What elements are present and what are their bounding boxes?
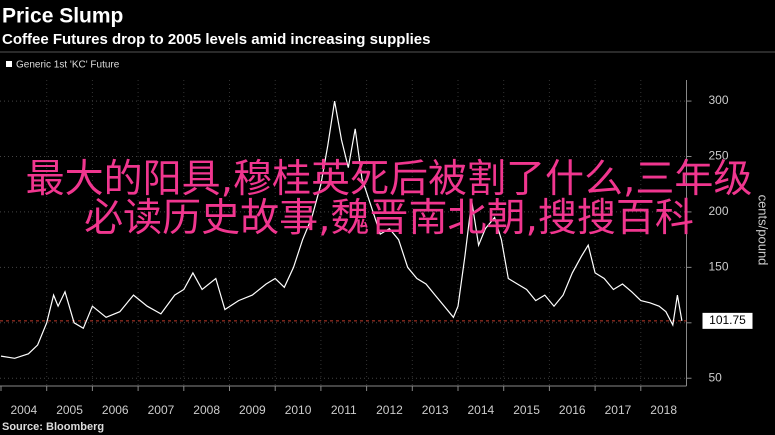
x-tick-label: 2015 <box>513 403 540 417</box>
x-tick-label: 2010 <box>285 403 312 417</box>
x-tick-label: 2017 <box>605 403 632 417</box>
legend-label: Generic 1st 'KC' Future <box>16 60 120 71</box>
source: Source: Bloomberg <box>2 421 104 433</box>
last-value-label: 101.75 <box>709 313 746 327</box>
x-tick-label: 2011 <box>331 403 357 417</box>
price-line <box>0 100 683 359</box>
x-tick-label: 2006 <box>102 403 129 417</box>
overlay-text: 最大的阳具,穆桂英死后被割了什么,三年级必读历史故事,魏晋南北朝,搜搜百科 <box>25 157 753 241</box>
x-tick-label: 2018 <box>650 403 677 417</box>
y-tick-label: 200 <box>709 204 729 218</box>
x-tick-label: 2007 <box>148 403 175 417</box>
chart-subtitle: Coffee Futures drop to 2005 levels amid … <box>2 31 430 48</box>
x-tick-label: 2008 <box>193 403 220 417</box>
chart-title: Price Slump <box>2 5 123 28</box>
x-tick-label: 2009 <box>239 403 266 417</box>
x-tick-label: 2004 <box>10 403 37 417</box>
y-tick-label: 50 <box>709 370 723 384</box>
legend-swatch <box>6 61 12 67</box>
y-tick-label: 250 <box>709 149 729 163</box>
x-tick-label: 2016 <box>559 403 586 417</box>
y-axis-label: cents/pound <box>756 195 771 266</box>
y-tick-label: 150 <box>709 260 729 274</box>
x-tick-label: 2013 <box>422 403 449 417</box>
y-tick-label: 300 <box>709 93 729 107</box>
x-tick-label: 2005 <box>56 403 83 417</box>
x-tick-label: 2012 <box>376 403 403 417</box>
last-value-box <box>702 312 753 329</box>
x-tick-label: 2014 <box>467 403 494 417</box>
